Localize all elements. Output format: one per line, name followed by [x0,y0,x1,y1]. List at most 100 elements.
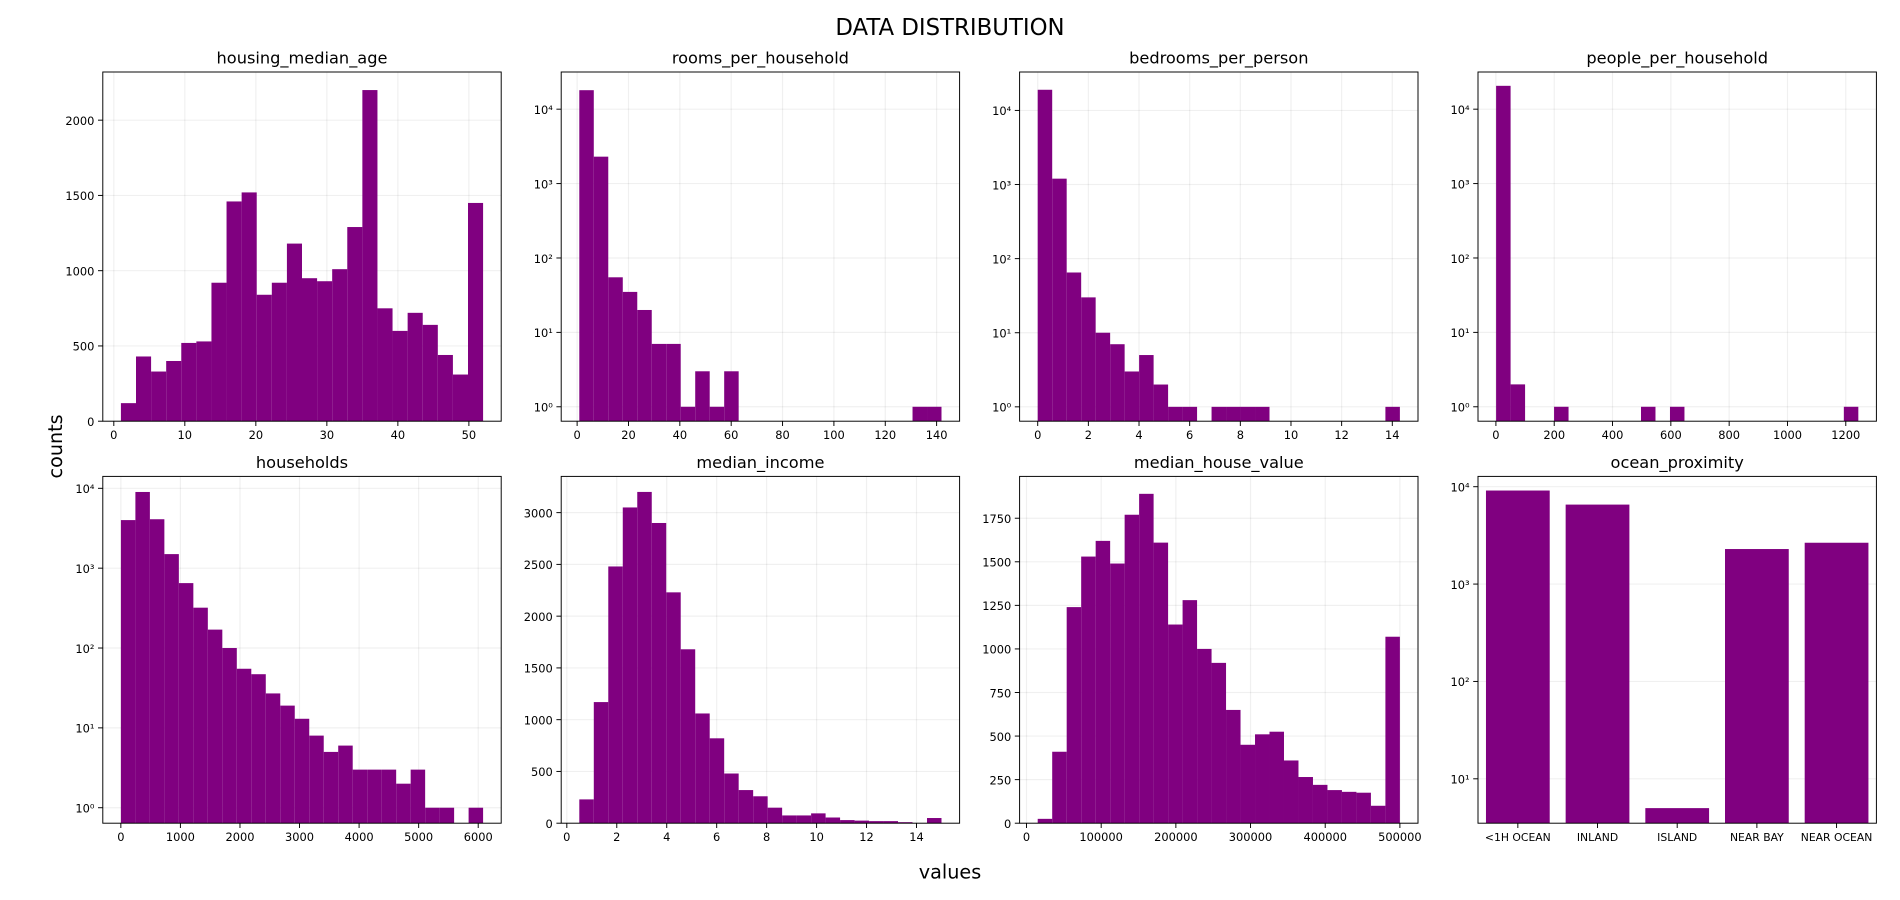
y-tick-label: 10⁰ [992,401,1011,415]
histogram-bar [1168,406,1183,422]
histogram-bar [309,735,324,824]
x-tick-label: 500000 [1378,830,1421,844]
histogram-bar [1095,332,1111,422]
x-tick-label: 2 [1085,428,1092,442]
x-tick-label: 50 [462,428,477,442]
histogram-bar [302,278,318,422]
y-tick-label: 1500 [65,189,94,203]
histogram-bar [422,324,438,422]
histogram-bar [622,507,638,824]
histogram-bar [579,90,594,422]
panel-title: bedrooms_per_person [1129,49,1308,69]
histogram-bar [1385,406,1400,422]
x-tick-label: 12 [859,830,874,844]
histogram-bar [579,799,594,824]
histogram-bar [1197,648,1212,824]
histogram-bar [178,583,194,824]
histogram-bar [1640,406,1656,422]
histogram-bar [1341,791,1357,824]
x-tick-label: 6 [1186,428,1193,442]
histogram-bar [1037,89,1053,422]
histogram-bar [338,745,353,824]
x-tick-label: 4000 [345,830,374,844]
x-tick-label: 2000 [225,830,254,844]
y-tick-label: 10³ [534,177,553,191]
x-tick-label: 140 [926,428,948,442]
histogram-bar [280,705,295,824]
histogram-bar [207,629,223,824]
histogram-bar [1153,384,1169,422]
x-tick-label: 20 [249,428,264,442]
bar [1725,549,1789,824]
histogram-bar [396,783,411,824]
x-tick-label: 4 [663,830,670,844]
histogram-bar [651,343,667,422]
histogram-bar [468,202,484,422]
histogram-bar [410,769,426,824]
histogram-bar [136,356,152,422]
histogram-bar [927,406,942,422]
histogram-bar [695,713,710,824]
histogram-bar [637,309,652,422]
y-tick-label: 750 [989,686,1011,700]
x-tick-label: NEAR BAY [1730,831,1784,844]
histogram-bar [738,790,754,824]
y-tick-label: 10³ [992,178,1011,192]
x-tick-label: 0 [573,428,580,442]
x-tick-label: 0 [1023,830,1030,844]
histogram-bar [767,807,783,824]
histogram-bar [362,90,378,422]
histogram-bar [352,769,368,824]
x-tick-label: 8 [1237,428,1244,442]
histogram-bar [1066,272,1082,422]
histogram-bar [1211,406,1227,422]
x-tick-label: 1200 [1831,428,1860,442]
y-tick-label: 250 [989,773,1011,787]
histogram-bar [651,522,667,824]
x-tick-label: 1000 [166,830,195,844]
histogram-bar [317,281,333,422]
histogram-bar [151,371,167,422]
histogram-bar [825,817,841,824]
x-tick-label: 100 [823,428,845,442]
axes-frame [1019,71,1419,422]
y-tick-label: 1250 [982,599,1011,613]
histogram-bar [236,668,252,824]
histogram-bar [709,738,725,824]
histogram-bar [323,751,339,824]
histogram-bar [680,649,696,824]
histogram-bar [439,807,455,824]
histogram-bar [1298,777,1313,824]
y-axis-label: counts [44,414,67,478]
y-tick-label: 0 [1004,817,1011,831]
histogram-bar [226,201,242,422]
histogram-bar [425,807,440,824]
histogram-bar [392,330,408,422]
histogram-bar [1110,344,1125,422]
histogram-bar [332,269,348,422]
x-tick-label: 800 [1718,428,1740,442]
histogram-bar [1385,636,1400,824]
histogram-bar [796,815,812,824]
histogram-bar [1168,624,1183,824]
x-tick-label: 60 [724,428,739,442]
y-tick-label: 10² [992,252,1011,266]
y-tick-label: 500 [531,765,553,779]
y-tick-label: 10¹ [75,722,94,736]
y-tick-label: 1500 [524,662,553,676]
x-tick-label: 1000 [1773,428,1802,442]
histogram-bar [854,820,870,824]
histogram-bar [1037,818,1053,824]
y-tick-label: 10⁴ [1451,481,1470,495]
y-tick-label: 10² [1451,675,1470,689]
histogram-bar [1669,406,1685,422]
histogram-bar [407,312,423,422]
x-tick-label: 6 [713,830,720,844]
x-tick-label: 12 [1334,428,1349,442]
histogram-bar [1211,662,1227,824]
y-tick-label: 1750 [982,512,1011,526]
x-tick-label: 2 [613,830,620,844]
histogram-bar [181,342,197,422]
histogram-bar [1356,792,1371,824]
